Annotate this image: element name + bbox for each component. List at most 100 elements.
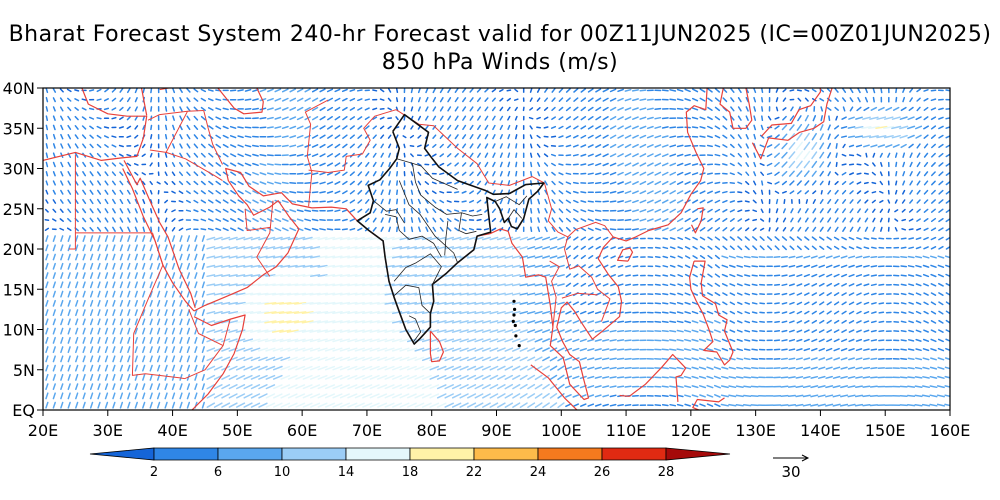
wind-arrow: [937, 357, 945, 361]
wind-arrow: [669, 171, 677, 176]
wind-arrow: [526, 264, 536, 268]
wind-arrow: [916, 199, 921, 204]
wind-arrow: [519, 374, 528, 381]
wind-arrow: [862, 116, 871, 120]
wind-arrow: [462, 88, 467, 93]
wind-arrow: [489, 274, 499, 278]
wind-arrow: [377, 311, 388, 315]
wind-arrow: [377, 301, 388, 305]
wind-arrow: [542, 329, 551, 334]
wind-arrow: [302, 365, 313, 371]
wind-arrow: [311, 209, 319, 212]
wind-arrow: [580, 163, 587, 166]
wind-arrow: [357, 199, 363, 204]
wind-arrow: [684, 153, 691, 157]
wind-arrow: [909, 180, 913, 186]
wind-arrow: [149, 199, 153, 204]
wind-arrow: [311, 116, 319, 121]
wind-arrow: [259, 154, 267, 157]
wind-arrow: [342, 152, 348, 158]
wind-arrow: [894, 227, 898, 232]
wind-arrow: [447, 124, 452, 130]
wind-arrow: [863, 292, 870, 296]
wind-arrow: [134, 299, 138, 307]
wind-arrow: [179, 346, 183, 354]
wind-arrow: [377, 374, 388, 380]
wind-arrow: [347, 329, 358, 333]
wind-arrow: [141, 180, 146, 186]
wind-arrow: [766, 153, 773, 158]
wind-arrow: [164, 401, 168, 409]
wind-arrow: [119, 401, 124, 409]
state-border: [507, 209, 523, 219]
wind-arrow: [753, 115, 757, 121]
wind-arrow: [901, 218, 907, 222]
wind-arrow: [892, 144, 900, 148]
wind-arrow: [347, 311, 358, 315]
wind-arrow: [81, 134, 87, 140]
wind-arrow: [551, 97, 556, 102]
wind-arrow: [855, 274, 863, 278]
wind-arrow: [916, 171, 921, 177]
wind-arrow: [750, 394, 759, 397]
wind-arrow: [856, 190, 862, 195]
wind-arrow: [228, 283, 238, 287]
wind-arrow: [557, 320, 565, 324]
wind-arrow: [466, 338, 477, 343]
wind-arrow: [872, 226, 876, 232]
wind-arrow: [728, 385, 737, 389]
wind-arrow: [179, 327, 183, 335]
wind-arrow: [349, 190, 355, 195]
wind-arrow: [632, 190, 639, 195]
wind-arrow: [271, 301, 285, 305]
wind-arrow: [309, 311, 321, 315]
wind-arrow: [788, 274, 796, 277]
wind-arrow: [536, 126, 542, 129]
wind-arrow: [930, 329, 937, 333]
wind-arrow: [841, 171, 847, 176]
wind-arrow: [208, 190, 214, 195]
wind-arrow: [179, 88, 183, 93]
wind-arrow: [45, 281, 49, 289]
wind-arrow: [193, 88, 199, 93]
wind-arrow: [684, 98, 691, 102]
wind-arrow: [632, 181, 639, 185]
wind-arrow: [632, 134, 639, 139]
wind-arrow: [923, 236, 929, 241]
wind-arrow: [444, 236, 455, 241]
country-border: [184, 318, 231, 380]
wind-arrow: [565, 144, 572, 148]
wind-arrow: [900, 283, 907, 286]
wind-arrow: [391, 236, 403, 241]
wind-arrow: [311, 134, 319, 139]
wind-arrow: [96, 88, 102, 93]
wind-arrow: [504, 310, 514, 315]
wind-arrow: [491, 227, 497, 231]
wind-arrow: [142, 217, 146, 223]
wind-arrow: [944, 394, 950, 398]
wind-arrow: [444, 255, 455, 259]
wind-arrow: [870, 274, 878, 277]
wind-arrow: [661, 385, 669, 388]
wind-arrow: [60, 189, 64, 195]
wind-arrow: [206, 246, 216, 250]
wind-arrow: [625, 246, 631, 250]
wind-arrow: [504, 393, 514, 399]
wind-arrow: [513, 98, 519, 101]
wind-arrow: [878, 320, 885, 323]
wind-arrow: [179, 106, 183, 112]
wind-arrow: [60, 143, 64, 149]
wind-arrow: [311, 172, 319, 176]
wind-arrow: [692, 199, 699, 204]
wind-arrow: [89, 373, 94, 381]
wind-arrow: [149, 318, 153, 326]
wind-arrow: [602, 301, 609, 305]
wind-arrow: [364, 125, 370, 130]
wind-arrow: [803, 329, 810, 333]
wind-arrow: [737, 236, 743, 241]
wind-arrow: [519, 365, 528, 371]
wind-arrow: [429, 292, 440, 296]
wind-arrow: [454, 124, 459, 131]
wind-arrow: [67, 244, 71, 252]
wind-arrow: [206, 292, 216, 296]
